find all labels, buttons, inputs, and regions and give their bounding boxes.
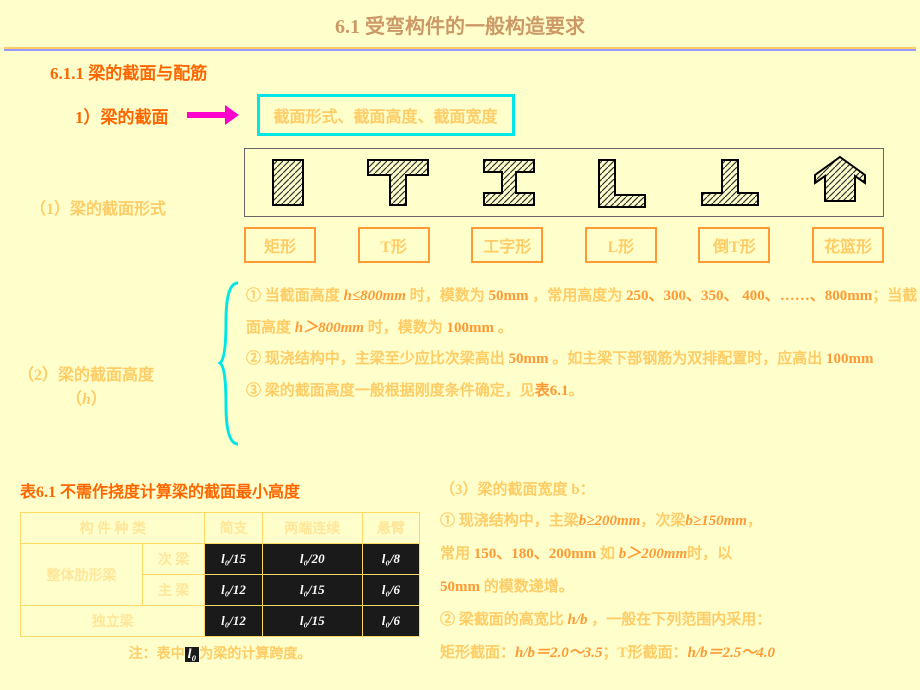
td-v: l₀/15 bbox=[262, 606, 362, 637]
shape-name-1: T形 bbox=[358, 227, 430, 263]
height-section: （2）梁的截面高度 （h） ① 当截面高度 h≤800mm 时，模数为 50mm… bbox=[18, 281, 920, 407]
th-kind: 构 件 种 类 bbox=[21, 513, 205, 544]
table-header-row: 构 件 种 类 简支 两端连续 悬臂 bbox=[21, 513, 420, 544]
section-1-row: 1）梁的截面 截面形式、截面高度、截面宽度 bbox=[75, 94, 920, 136]
height-items: ① 当截面高度 h≤800mm 时，模数为 50mm ，常用高度为 250、30… bbox=[246, 281, 920, 407]
table-note: 注：表中l₀为梁的计算跨度。 bbox=[20, 643, 420, 663]
th-cont: 两端连续 bbox=[262, 513, 362, 544]
height-item-2: ② 现浇结构中，主梁至少应比次梁高出 50mm 。如主梁下部钢筋为双排配置时，应… bbox=[246, 344, 920, 376]
table-row: 整体肋形梁 次 梁 l₀/15 l₀/20 l₀/8 bbox=[21, 544, 420, 575]
shape-i-icon bbox=[474, 155, 544, 210]
th-simple: 简支 bbox=[205, 513, 262, 544]
section-1-label: 1）梁的截面 bbox=[75, 103, 169, 128]
height-item-1: ① 当截面高度 h≤800mm 时，模数为 50mm ，常用高度为 250、30… bbox=[246, 281, 920, 344]
td-k1: 次 梁 bbox=[142, 544, 205, 575]
td-v: l₀/12 bbox=[205, 575, 262, 606]
section-summary-box: 截面形式、截面高度、截面宽度 bbox=[257, 94, 515, 136]
height-item-3: ③ 梁的截面高度一般根据刚度条件确定，见表6.1。 bbox=[246, 376, 920, 408]
shape-name-2: 工字形 bbox=[471, 227, 543, 263]
td-k2: 主 梁 bbox=[142, 575, 205, 606]
shape-l-icon bbox=[584, 155, 654, 210]
cross-section-shapes bbox=[244, 148, 884, 217]
td-v: l₀/6 bbox=[362, 575, 419, 606]
table-row: 独立梁 l₀/12 l₀/15 l₀/6 bbox=[21, 606, 420, 637]
shape-name-3: L形 bbox=[585, 227, 657, 263]
min-height-table: 构 件 种 类 简支 两端连续 悬臂 整体肋形梁 次 梁 l₀/15 l₀/20… bbox=[20, 512, 420, 637]
shape-inv-t-icon bbox=[695, 155, 765, 210]
height-label: （2）梁的截面高度 （h） bbox=[18, 361, 218, 409]
table-title: 表6.1 不需作挠度计算梁的截面最小高度 bbox=[20, 478, 420, 502]
table-section: 表6.1 不需作挠度计算梁的截面最小高度 构 件 种 类 简支 两端连续 悬臂 … bbox=[20, 478, 420, 663]
width-section: （3）梁的截面宽度 b： ① 现浇结构中，主梁b≥200mm，次梁b≥150mm… bbox=[440, 478, 910, 670]
brace-icon bbox=[218, 281, 242, 446]
subsection-form-label: （1）梁的截面形式 bbox=[30, 195, 166, 219]
subsection-title: 6.1.1 梁的截面与配筋 bbox=[50, 59, 920, 84]
td-v: l₀/12 bbox=[205, 606, 262, 637]
shape-basket-icon bbox=[805, 155, 875, 210]
divider-bottom bbox=[4, 49, 916, 51]
td-v: l₀/15 bbox=[205, 544, 262, 575]
td-v: l₀/15 bbox=[262, 575, 362, 606]
width-body: ① 现浇结构中，主梁b≥200mm，次梁b≥150mm， 常用 150、180、… bbox=[440, 505, 910, 670]
td-k3: 独立梁 bbox=[21, 606, 205, 637]
shape-name-0: 矩形 bbox=[244, 227, 316, 263]
shape-rect-icon bbox=[253, 155, 323, 210]
shape-name-4: 倒T形 bbox=[698, 227, 770, 263]
shape-names-row: 矩形 T形 工字形 L形 倒T形 花篮形 bbox=[244, 227, 884, 263]
shape-name-5: 花篮形 bbox=[812, 227, 884, 263]
td-v: l₀/20 bbox=[262, 544, 362, 575]
shape-t-icon bbox=[363, 155, 433, 210]
td-group: 整体肋形梁 bbox=[21, 544, 143, 606]
td-v: l₀/8 bbox=[362, 544, 419, 575]
arrow-icon bbox=[187, 105, 239, 125]
width-title: （3）梁的截面宽度 b： bbox=[440, 478, 910, 499]
td-v: l₀/6 bbox=[362, 606, 419, 637]
page-title: 6.1 受弯构件的一般构造要求 bbox=[0, 0, 920, 39]
th-cant: 悬臂 bbox=[362, 513, 419, 544]
